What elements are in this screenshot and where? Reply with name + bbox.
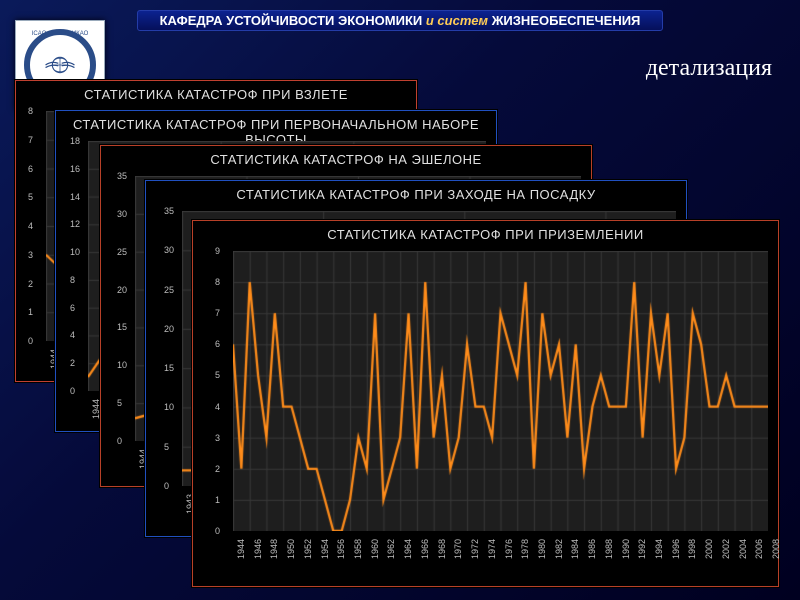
y-tick: 8: [70, 275, 75, 285]
y-tick: 5: [28, 192, 33, 202]
y-tick: 0: [164, 481, 169, 491]
x-tick: 1980: [537, 539, 547, 559]
y-tick: 14: [70, 192, 80, 202]
chart-panel-landing: СТАТИСТИКА КАТАСТРОФ ПРИ ПРИЗЕМЛЕНИИ 0 1 2 3…: [192, 220, 779, 587]
y-tick: 0: [70, 386, 75, 396]
y-tick: 2: [215, 464, 220, 474]
x-tick: 1948: [269, 539, 279, 559]
y-tick: 4: [215, 402, 220, 412]
header-main: КАФЕДРА УСТОЙЧИВОСТИ ЭКОНОМИКИ: [160, 13, 423, 28]
y-tick: 2: [70, 358, 75, 368]
x-tick: 1988: [604, 539, 614, 559]
x-tick: 2002: [721, 539, 731, 559]
x-tick: 1950: [286, 539, 296, 559]
y-tick: 16: [70, 164, 80, 174]
y-tick: 8: [28, 106, 33, 116]
chart-canvas: [233, 251, 768, 531]
x-tick: 1956: [336, 539, 346, 559]
x-tick: 1944: [236, 539, 246, 559]
y-tick: 0: [215, 526, 220, 536]
y-tick: 0: [117, 436, 122, 446]
header-tail: ЖИЗНЕОБЕСПЕЧЕНИЯ: [492, 13, 641, 28]
y-tick: 15: [164, 363, 174, 373]
x-tick: 1970: [453, 539, 463, 559]
chart-title: СТАТИСТИКА КАТАСТРОФ НА ЭШЕЛОНЕ: [101, 152, 591, 167]
y-tick: 1: [215, 495, 220, 505]
y-tick: 9: [215, 246, 220, 256]
y-tick: 0: [28, 336, 33, 346]
x-tick: 1992: [637, 539, 647, 559]
x-tick: 2000: [704, 539, 714, 559]
y-tick: 3: [28, 250, 33, 260]
y-tick: 2: [28, 279, 33, 289]
x-tick: 1964: [403, 539, 413, 559]
x-tick: 1982: [554, 539, 564, 559]
y-tick: 30: [117, 209, 127, 219]
y-tick: 35: [164, 206, 174, 216]
y-tick: 8: [215, 277, 220, 287]
x-tick: 1972: [470, 539, 480, 559]
y-tick: 12: [70, 219, 80, 229]
y-tick: 30: [164, 245, 174, 255]
x-tick: 1954: [320, 539, 330, 559]
y-tick: 7: [215, 308, 220, 318]
y-tick: 3: [215, 433, 220, 443]
y-tick: 5: [215, 370, 220, 380]
y-tick: 25: [164, 285, 174, 295]
y-tick: 10: [70, 247, 80, 257]
detail-label: детализация: [646, 55, 772, 82]
chart-title: СТАТИСТИКА КАТАСТРОФ ПРИ ПРИЗЕМЛЕНИИ: [193, 227, 778, 242]
header-sub: и систем: [426, 13, 488, 28]
x-tick: 1978: [520, 539, 530, 559]
x-tick: 1966: [420, 539, 430, 559]
x-tick: 1952: [303, 539, 313, 559]
y-tick: 15: [117, 322, 127, 332]
y-tick: 18: [70, 136, 80, 146]
y-tick: 35: [117, 171, 127, 181]
y-tick: 6: [28, 164, 33, 174]
y-tick: 7: [28, 135, 33, 145]
x-tick: 1994: [654, 539, 664, 559]
y-tick: 1: [28, 307, 33, 317]
x-tick: 1986: [587, 539, 597, 559]
y-tick: 10: [117, 360, 127, 370]
x-tick: 2006: [754, 539, 764, 559]
y-tick: 5: [164, 442, 169, 452]
y-tick: 6: [215, 339, 220, 349]
x-tick: 1998: [687, 539, 697, 559]
y-tick: 6: [70, 303, 75, 313]
y-tick: 5: [117, 398, 122, 408]
y-tick: 10: [164, 402, 174, 412]
x-tick: 1968: [437, 539, 447, 559]
x-tick: 1996: [671, 539, 681, 559]
x-tick: 1990: [621, 539, 631, 559]
x-tick: 1974: [487, 539, 497, 559]
x-tick: 1960: [370, 539, 380, 559]
y-tick: 4: [28, 221, 33, 231]
chart-title: СТАТИСТИКА КАТАСТРОФ ПРИ ВЗЛЕТЕ: [16, 87, 416, 102]
x-tick: 1962: [386, 539, 396, 559]
y-tick: 4: [70, 330, 75, 340]
x-tick: 1984: [570, 539, 580, 559]
x-tick: 2008: [771, 539, 781, 559]
y-tick: 20: [164, 324, 174, 334]
x-tick: 1976: [504, 539, 514, 559]
y-tick: 25: [117, 247, 127, 257]
chart-title: СТАТИСТИКА КАТАСТРОФ ПРИ ЗАХОДЕ НА ПОСАД…: [146, 187, 686, 202]
globe-wings-icon: [43, 48, 77, 82]
header-banner: КАФЕДРА УСТОЙЧИВОСТИ ЭКОНОМИКИ и систем …: [0, 10, 800, 31]
x-tick: 1958: [353, 539, 363, 559]
x-tick: 2004: [738, 539, 748, 559]
y-tick: 20: [117, 285, 127, 295]
x-tick: 1946: [253, 539, 263, 559]
